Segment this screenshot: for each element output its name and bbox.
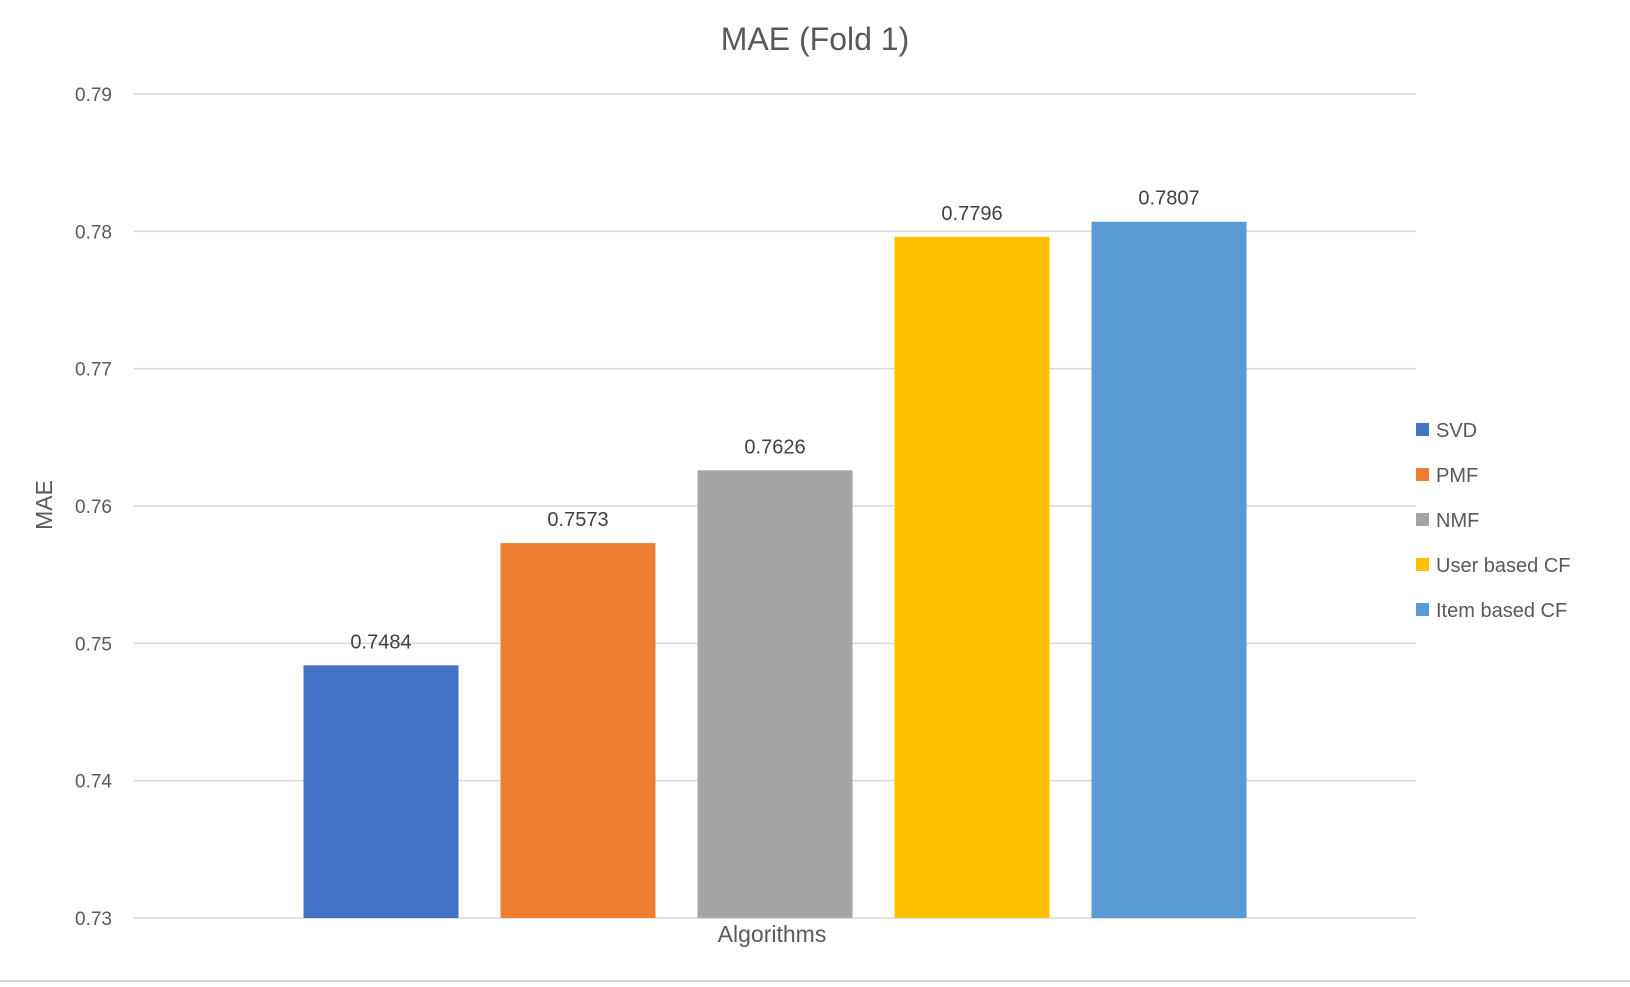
chart-title: MAE (Fold 1) (721, 21, 909, 57)
legend-swatch (1416, 513, 1429, 526)
x-axis-title: Algorithms (718, 921, 827, 947)
y-axis-title: MAE (31, 480, 57, 530)
data-label: 0.7573 (547, 509, 608, 531)
legend-label: Item based CF (1436, 600, 1567, 622)
bars (303, 221, 1247, 919)
legend-swatch (1416, 603, 1429, 616)
y-tick-label: 0.73 (75, 909, 112, 930)
data-label: 0.7484 (350, 631, 411, 653)
legend-swatch (1416, 468, 1429, 481)
bar-nmf (697, 470, 853, 918)
legend-swatch (1416, 423, 1429, 436)
y-tick-label: 0.78 (75, 222, 112, 243)
y-tick-label: 0.75 (75, 634, 112, 655)
bar-item-based-cf (1091, 221, 1247, 919)
bar-pmf (500, 543, 656, 918)
data-label: 0.7626 (744, 436, 805, 458)
y-axis-ticks: 0.73 0.74 0.75 0.76 0.77 0.78 0.79 (75, 85, 112, 930)
legend-label: PMF (1436, 465, 1478, 487)
bottom-divider (0, 980, 1630, 982)
y-tick-label: 0.77 (75, 360, 112, 381)
y-tick-label: 0.76 (75, 497, 112, 518)
legend-label: User based CF (1436, 555, 1571, 577)
legend: SVD PMF NMF User based CF Item based CF (1416, 420, 1571, 622)
bar-user-based-cf (894, 236, 1050, 918)
y-tick-label: 0.79 (75, 85, 112, 106)
bar-svd (303, 665, 459, 918)
data-labels: 0.7484 0.7573 0.7626 0.7796 0.7807 (350, 188, 1199, 654)
legend-label: NMF (1436, 510, 1479, 532)
data-label: 0.7796 (941, 203, 1002, 225)
legend-label: SVD (1436, 420, 1477, 442)
data-label: 0.7807 (1138, 188, 1199, 210)
y-tick-label: 0.74 (75, 772, 112, 793)
legend-swatch (1416, 558, 1429, 571)
